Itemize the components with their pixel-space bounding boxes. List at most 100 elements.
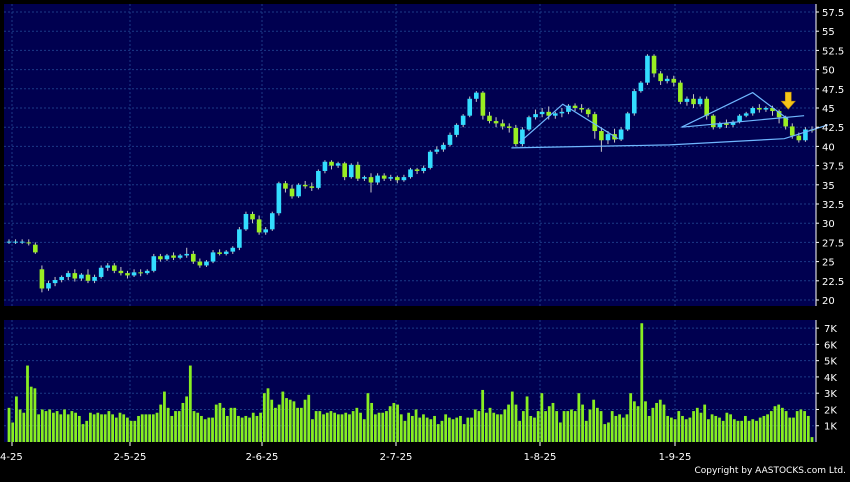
volume-bar <box>166 407 170 442</box>
price-tick-label: 52.5 <box>822 46 844 57</box>
price-panel-background <box>4 4 816 306</box>
volume-bar <box>140 414 144 442</box>
volume-bar <box>525 396 529 442</box>
candle-body <box>664 78 670 82</box>
volume-bar <box>407 412 411 442</box>
volume-bar <box>329 411 333 442</box>
annotation-arrow <box>780 91 796 110</box>
volume-bar <box>192 411 196 442</box>
volume-bar <box>744 415 747 442</box>
volume-bar <box>66 414 70 442</box>
volume-bar <box>403 420 407 442</box>
volume-bar <box>433 415 436 442</box>
candle-body <box>724 123 729 125</box>
volume-bar <box>126 417 129 442</box>
volume-bar <box>773 406 777 442</box>
volume-bar <box>692 411 695 442</box>
volume-tick-label: 3K <box>824 389 837 400</box>
volume-bar <box>296 407 300 442</box>
price-axis-ticks: 57.5 55 52.5 50 47.5 45 42.5 40 37.5 35 32.5 30 27.5… <box>815 4 844 307</box>
volume-bar <box>233 407 237 442</box>
volume-bar <box>214 404 218 442</box>
volume-axis-ticks: 7K 6K 5K 4K 3K 2K 1K <box>815 320 837 442</box>
candle-body <box>533 114 538 118</box>
volume-bar <box>22 412 26 442</box>
volume-bar <box>751 419 755 442</box>
candle-body <box>184 253 190 256</box>
volume-bar <box>385 411 388 442</box>
volume-bar <box>255 415 259 442</box>
volume-bar <box>55 411 59 442</box>
volume-bar <box>392 402 396 442</box>
volume-bar <box>673 419 677 442</box>
volume-bar <box>736 420 740 442</box>
price-tick-label: 35 <box>822 181 835 192</box>
volume-bar <box>159 404 163 442</box>
price-tick-label: 37.5 <box>822 162 844 173</box>
volume-bar <box>266 388 270 442</box>
candle-body <box>631 91 637 114</box>
volume-bar <box>614 415 618 442</box>
volume-bar <box>695 407 699 442</box>
volume-bar <box>388 406 392 442</box>
volume-bar <box>288 399 292 442</box>
candle-body <box>618 129 624 140</box>
volume-bar <box>658 399 662 442</box>
candle-body <box>427 151 433 168</box>
volume-bar <box>333 412 337 442</box>
volume-bar <box>466 417 470 442</box>
volume-bar <box>514 404 518 442</box>
candle-body <box>177 255 183 258</box>
volume-bar <box>451 419 455 442</box>
trendline <box>518 103 619 144</box>
candle-body <box>487 115 492 122</box>
volume-bar <box>133 420 137 442</box>
volume-bar <box>603 424 607 442</box>
volume-bar <box>299 407 303 442</box>
volume-bar <box>688 417 692 442</box>
volume-bar <box>188 365 192 442</box>
volume-bar <box>15 396 18 442</box>
volume-bar <box>732 419 736 442</box>
volume-bar <box>114 417 118 442</box>
candle-body <box>85 274 91 281</box>
volume-bar <box>588 409 592 442</box>
candle-body <box>546 111 552 116</box>
candle-body <box>250 213 255 220</box>
volume-bar <box>803 411 806 442</box>
candle-body <box>190 253 196 262</box>
candle-body <box>46 283 51 289</box>
volume-bar <box>669 417 673 442</box>
volume-bar <box>7 407 11 442</box>
candle-body <box>552 113 558 116</box>
candle-body <box>243 213 249 230</box>
candle-body <box>375 175 380 183</box>
volume-bar <box>103 414 107 442</box>
volume-bar <box>547 406 551 442</box>
volume-bar <box>684 419 688 442</box>
volume-bar <box>170 415 174 442</box>
volume-bar <box>370 402 374 442</box>
volume-bar <box>810 437 814 442</box>
candle-body <box>789 126 795 136</box>
volume-bar <box>37 414 40 442</box>
volume-tick-label: 7K <box>824 324 837 335</box>
volume-bar <box>440 420 444 442</box>
candle-body <box>144 270 150 274</box>
volume-bar <box>281 391 285 442</box>
trendline <box>681 91 789 128</box>
volume-bar <box>621 417 625 442</box>
volume-bar <box>503 409 507 442</box>
volume-bar <box>558 422 562 442</box>
volume-bar <box>18 409 22 442</box>
price-tick-label: 55 <box>822 27 835 38</box>
volume-bar <box>118 412 122 442</box>
volume-bar <box>518 420 522 442</box>
candle-body <box>210 252 216 262</box>
candle-body <box>506 126 512 128</box>
candle-body <box>316 170 321 188</box>
trendlines <box>511 91 828 149</box>
candle-body <box>158 256 163 260</box>
volume-bar <box>218 402 222 442</box>
candle-body <box>395 177 400 181</box>
